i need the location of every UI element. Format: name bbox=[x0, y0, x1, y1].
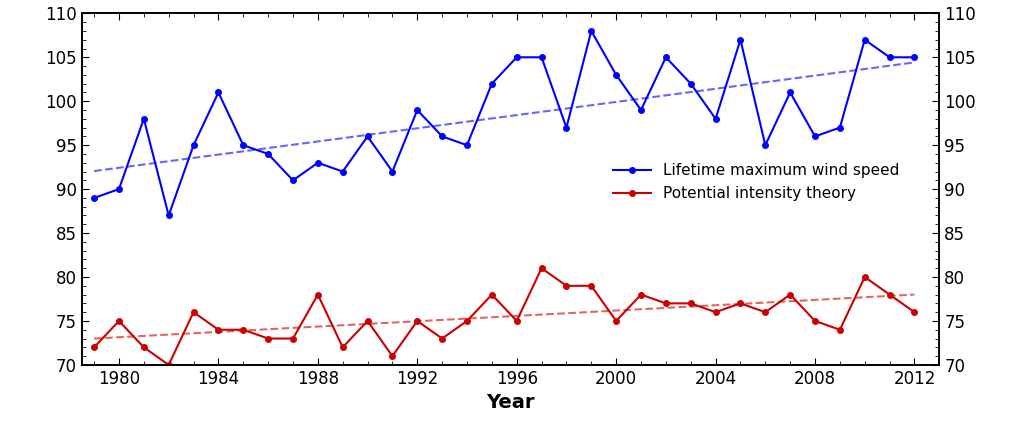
Potential intensity theory bbox=[710, 309, 722, 315]
Lifetime maximum wind speed bbox=[436, 134, 448, 139]
Lifetime maximum wind speed bbox=[535, 55, 547, 60]
X-axis label: Year: Year bbox=[486, 393, 535, 413]
Lifetime maximum wind speed bbox=[734, 37, 746, 42]
Potential intensity theory bbox=[535, 266, 547, 271]
Potential intensity theory bbox=[188, 309, 200, 315]
Potential intensity theory bbox=[162, 362, 175, 368]
Potential intensity theory bbox=[909, 309, 921, 315]
Potential intensity theory bbox=[734, 301, 746, 306]
Potential intensity theory bbox=[138, 344, 150, 350]
Lifetime maximum wind speed bbox=[561, 125, 573, 130]
Line: Lifetime maximum wind speed: Lifetime maximum wind speed bbox=[91, 28, 917, 218]
Lifetime maximum wind speed bbox=[188, 142, 200, 148]
Legend: Lifetime maximum wind speed, Potential intensity theory: Lifetime maximum wind speed, Potential i… bbox=[606, 157, 906, 207]
Potential intensity theory bbox=[386, 353, 398, 359]
Lifetime maximum wind speed bbox=[635, 107, 647, 113]
Lifetime maximum wind speed bbox=[411, 107, 424, 113]
Potential intensity theory bbox=[561, 283, 573, 288]
Lifetime maximum wind speed bbox=[710, 116, 722, 121]
Lifetime maximum wind speed bbox=[162, 213, 175, 218]
Potential intensity theory bbox=[883, 292, 895, 297]
Lifetime maximum wind speed bbox=[510, 55, 523, 60]
Potential intensity theory bbox=[760, 309, 772, 315]
Lifetime maximum wind speed bbox=[138, 116, 150, 121]
Lifetime maximum wind speed bbox=[262, 151, 275, 157]
Lifetime maximum wind speed bbox=[311, 160, 324, 166]
Potential intensity theory bbox=[337, 344, 349, 350]
Lifetime maximum wind speed bbox=[212, 90, 225, 95]
Potential intensity theory bbox=[237, 327, 249, 332]
Lifetime maximum wind speed bbox=[88, 195, 100, 201]
Lifetime maximum wind speed bbox=[585, 28, 597, 33]
Potential intensity theory bbox=[212, 327, 225, 332]
Lifetime maximum wind speed bbox=[361, 134, 374, 139]
Lifetime maximum wind speed bbox=[859, 37, 871, 42]
Lifetime maximum wind speed bbox=[486, 81, 498, 86]
Lifetime maximum wind speed bbox=[237, 142, 249, 148]
Potential intensity theory bbox=[311, 292, 324, 297]
Lifetime maximum wind speed bbox=[460, 142, 473, 148]
Lifetime maximum wind speed bbox=[834, 125, 846, 130]
Potential intensity theory bbox=[585, 283, 597, 288]
Potential intensity theory bbox=[834, 327, 846, 332]
Lifetime maximum wind speed bbox=[909, 55, 921, 60]
Line: Potential intensity theory: Potential intensity theory bbox=[91, 266, 917, 368]
Potential intensity theory bbox=[113, 318, 126, 324]
Lifetime maximum wind speed bbox=[287, 178, 299, 183]
Potential intensity theory bbox=[685, 301, 697, 306]
Potential intensity theory bbox=[460, 318, 473, 324]
Potential intensity theory bbox=[486, 292, 498, 297]
Lifetime maximum wind speed bbox=[113, 186, 126, 192]
Lifetime maximum wind speed bbox=[784, 90, 796, 95]
Potential intensity theory bbox=[287, 336, 299, 341]
Lifetime maximum wind speed bbox=[883, 55, 895, 60]
Lifetime maximum wind speed bbox=[386, 169, 398, 174]
Potential intensity theory bbox=[660, 301, 672, 306]
Lifetime maximum wind speed bbox=[685, 81, 697, 86]
Lifetime maximum wind speed bbox=[337, 169, 349, 174]
Potential intensity theory bbox=[610, 318, 622, 324]
Potential intensity theory bbox=[436, 336, 448, 341]
Potential intensity theory bbox=[635, 292, 647, 297]
Potential intensity theory bbox=[361, 318, 374, 324]
Potential intensity theory bbox=[859, 274, 871, 279]
Potential intensity theory bbox=[510, 318, 523, 324]
Potential intensity theory bbox=[262, 336, 275, 341]
Lifetime maximum wind speed bbox=[809, 134, 821, 139]
Lifetime maximum wind speed bbox=[760, 142, 772, 148]
Potential intensity theory bbox=[784, 292, 796, 297]
Lifetime maximum wind speed bbox=[660, 55, 672, 60]
Potential intensity theory bbox=[88, 344, 100, 350]
Lifetime maximum wind speed bbox=[610, 72, 622, 77]
Potential intensity theory bbox=[809, 318, 821, 324]
Potential intensity theory bbox=[411, 318, 424, 324]
